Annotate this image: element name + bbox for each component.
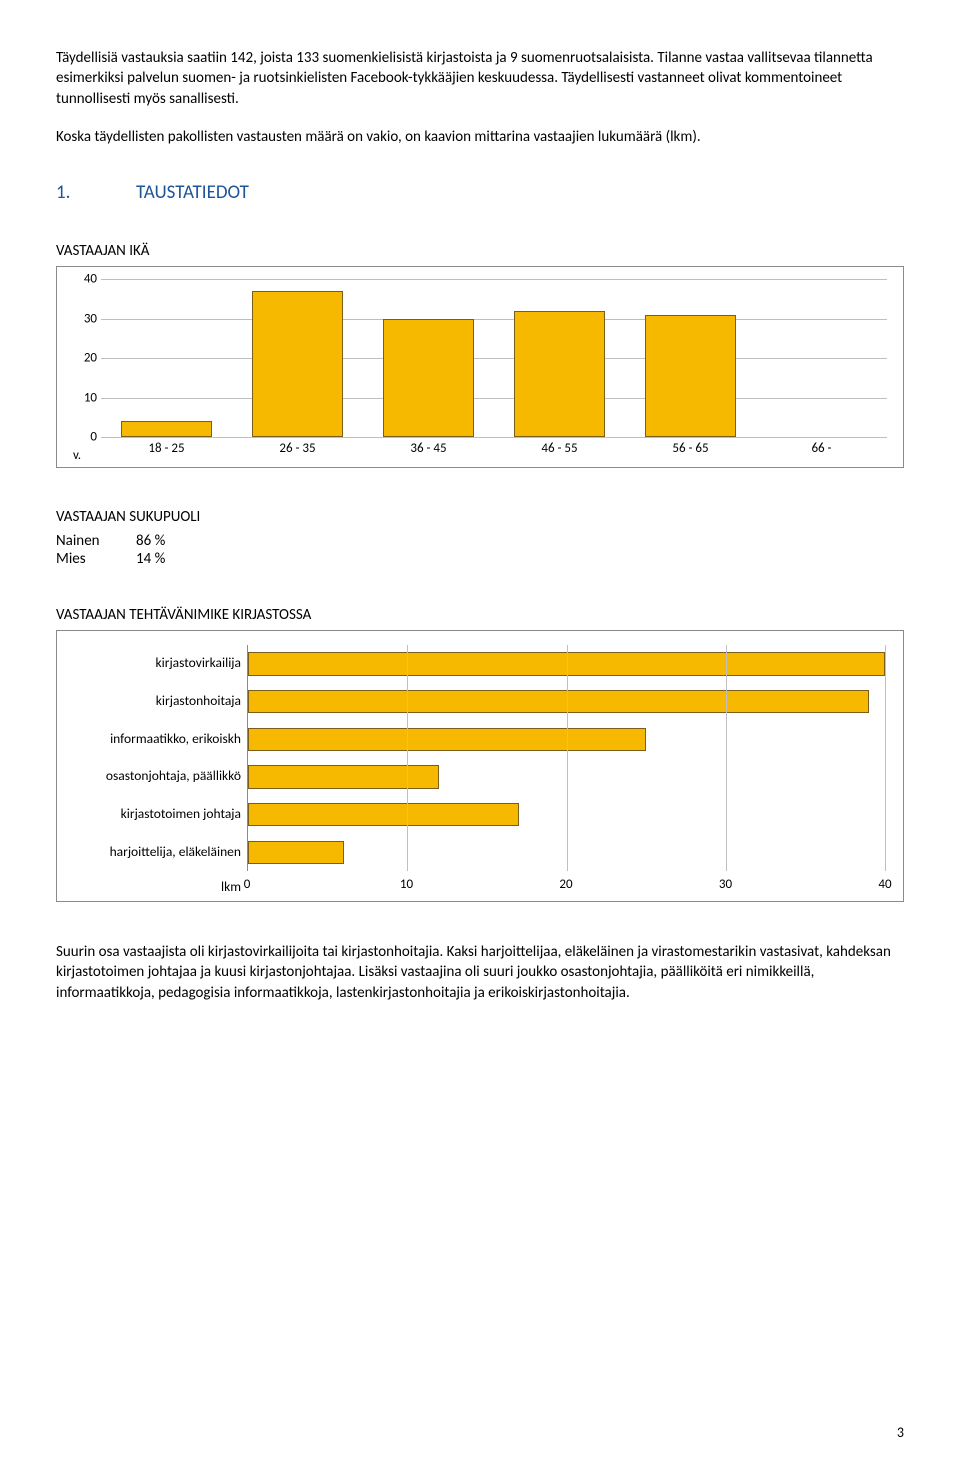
intro-paragraph-2: Koska täydellisten pakollisten vastauste… xyxy=(56,127,904,147)
role-chart-gridline xyxy=(407,645,408,871)
age-chart-corner-label: v. xyxy=(73,448,81,463)
age-chart-ytick: 30 xyxy=(71,311,97,326)
role-chart-bar xyxy=(248,728,646,751)
age-chart-xlabel: 36 - 45 xyxy=(363,441,494,463)
role-chart-ylabel: harjoittelija, eläkeläinen xyxy=(67,833,241,871)
age-chart-xlabel: 56 - 65 xyxy=(625,441,756,463)
role-chart-xtick: 30 xyxy=(719,877,732,892)
age-chart-bar xyxy=(121,421,213,437)
role-chart-bar xyxy=(248,765,439,788)
role-chart-ylabel: kirjastovirkailija xyxy=(67,645,241,683)
role-chart: kirjastovirkailijakirjastonhoitajainform… xyxy=(56,630,904,902)
age-chart-bar-slot xyxy=(101,279,232,437)
role-chart-gridline xyxy=(885,645,886,871)
role-chart-xtick: 0 xyxy=(244,877,251,892)
age-chart-bar-slot xyxy=(625,279,756,437)
gender-row: Mies14 % xyxy=(56,550,904,568)
age-chart-bar-slot xyxy=(494,279,625,437)
gender-label: Nainen xyxy=(56,532,136,550)
gender-row: Nainen86 % xyxy=(56,532,904,550)
age-chart-bar-slot xyxy=(363,279,494,437)
age-chart-bar xyxy=(252,291,344,437)
role-chart-xtick: 10 xyxy=(400,877,413,892)
page-number: 3 xyxy=(897,1424,904,1441)
age-chart: 0 10 20 30 40 18 - 2526 - 3536 - 4546 - 5556… xyxy=(56,266,904,468)
age-chart-ytick: 20 xyxy=(71,351,97,366)
section-1-title: TAUSTATIEDOT xyxy=(136,181,249,204)
age-chart-xlabel: 26 - 35 xyxy=(232,441,363,463)
age-chart-bar-slot xyxy=(756,279,887,437)
gender-title: VASTAAJAN SUKUPUOLI xyxy=(56,508,904,526)
role-chart-ylabel: informaatikko, erikoiskh xyxy=(67,720,241,758)
gender-value: 86 % xyxy=(136,532,196,550)
role-chart-bar xyxy=(248,690,869,713)
age-chart-bar xyxy=(514,311,606,437)
age-chart-title: VASTAAJAN IKÄ xyxy=(56,242,904,260)
age-chart-gridline xyxy=(101,437,887,438)
role-chart-ylabel: kirjastotoimen johtaja xyxy=(67,796,241,834)
role-chart-xtick: 40 xyxy=(878,877,891,892)
gender-label: Mies xyxy=(56,550,136,568)
role-chart-gridline xyxy=(726,645,727,871)
role-chart-xtick: 20 xyxy=(559,877,572,892)
role-chart-ylabel: osastonjohtaja, päällikkö xyxy=(67,758,241,796)
section-1-heading: 1.TAUSTATIEDOT xyxy=(56,181,904,204)
gender-block: VASTAAJAN SUKUPUOLI Nainen86 %Mies14 % xyxy=(56,508,904,568)
age-chart-bar xyxy=(645,315,737,437)
role-chart-ylabel: kirjastonhoitaja xyxy=(67,683,241,721)
age-chart-bar xyxy=(383,319,475,438)
age-chart-ytick: 10 xyxy=(71,390,97,405)
outro-paragraph: Suurin osa vastaajista oli kirjastovirka… xyxy=(56,942,904,1003)
role-chart-title: VASTAAJAN TEHTÄVÄNIMIKE KIRJASTOSSA xyxy=(56,606,904,624)
age-chart-xlabel: 18 - 25 xyxy=(101,441,232,463)
intro-paragraph-1: Täydellisiä vastauksia saatiin 142, jois… xyxy=(56,48,904,109)
role-chart-axis-title: lkm xyxy=(197,878,241,895)
gender-value: 14 % xyxy=(136,550,196,568)
age-chart-ytick: 0 xyxy=(71,430,97,445)
role-chart-gridline xyxy=(567,645,568,871)
section-1-number: 1. xyxy=(56,181,136,204)
age-chart-bar-slot xyxy=(232,279,363,437)
age-chart-xlabel: 66 - xyxy=(756,441,887,463)
role-chart-bar xyxy=(248,803,519,826)
age-chart-xlabel: 46 - 55 xyxy=(494,441,625,463)
age-chart-ytick: 40 xyxy=(71,272,97,287)
role-chart-bar xyxy=(248,841,344,864)
